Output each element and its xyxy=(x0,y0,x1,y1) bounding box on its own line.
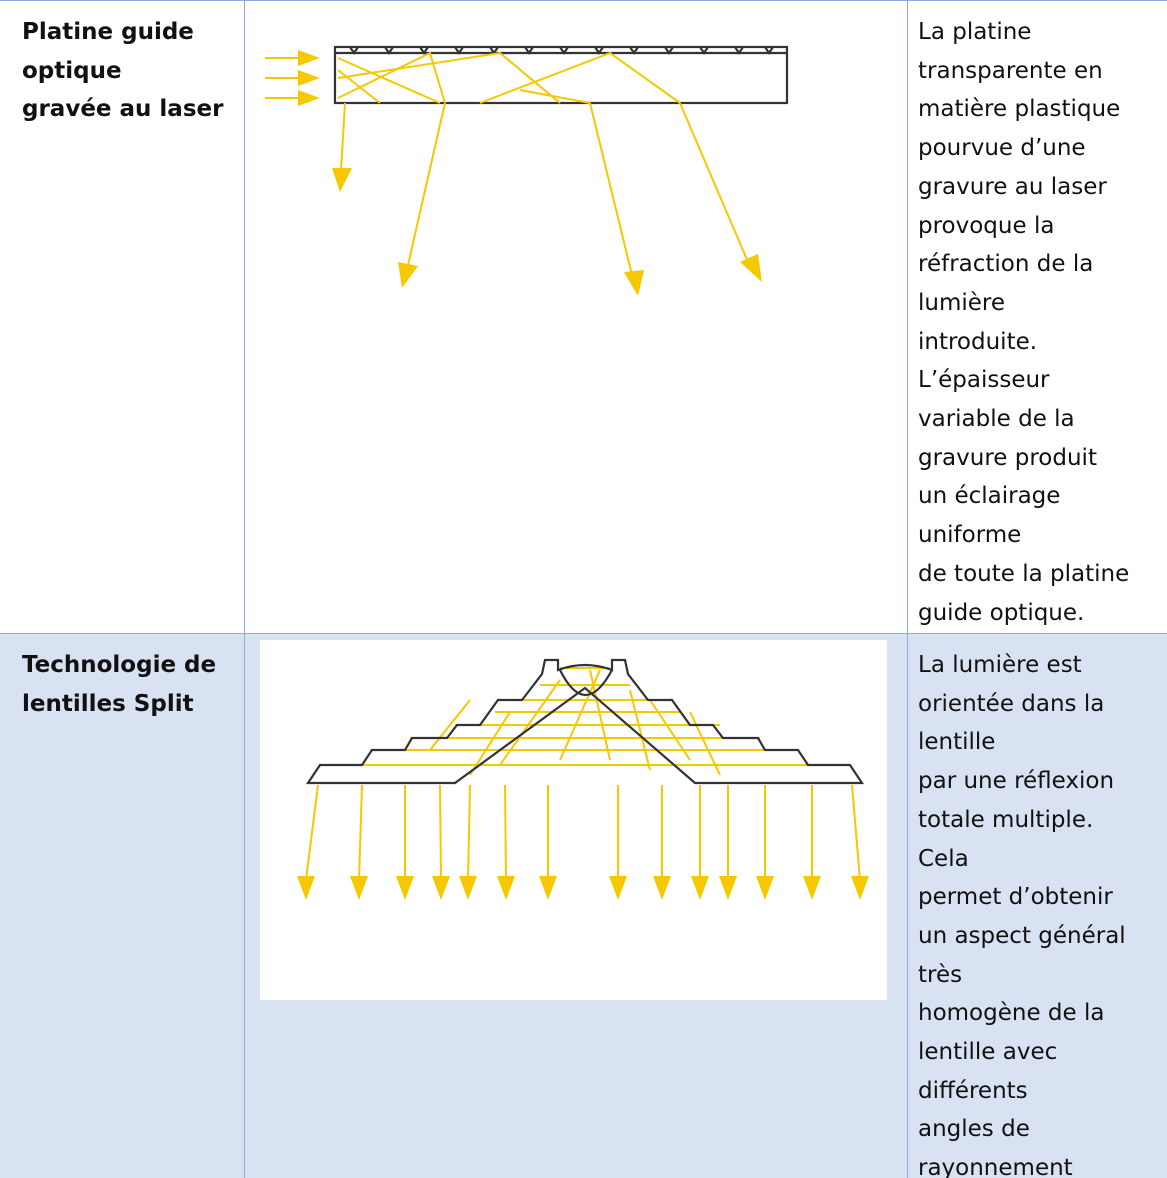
text-line: orientée dans la xyxy=(918,690,1105,717)
label-line: optique xyxy=(22,57,122,84)
label-cell: Platine guide optique gravée au laser xyxy=(0,0,245,634)
text-line: un éclairage xyxy=(918,483,1061,510)
text-line: pourvue d’une xyxy=(918,135,1086,162)
text-line: angles de xyxy=(918,1116,1030,1143)
text-line: uniforme xyxy=(918,522,1022,549)
text-cell: La platine transparente en matière plastiq… xyxy=(908,0,1167,634)
text-line: permet d’obtenir xyxy=(918,884,1113,911)
text-line: gravure au laser xyxy=(918,173,1107,200)
label-line: Technologie de xyxy=(22,652,217,678)
text-line: différents xyxy=(918,1077,1028,1104)
text-line: totale multiple. xyxy=(918,806,1094,833)
text-line: homogène de la xyxy=(918,1000,1105,1027)
text-line: La lumière est xyxy=(918,652,1082,678)
text-line: gravure produit xyxy=(918,444,1097,471)
text-line: La platine xyxy=(918,19,1032,45)
text-line: Cela xyxy=(918,845,969,872)
label-cell: Technologie de lentilles Split xyxy=(0,634,245,1178)
text-line: matière plastique xyxy=(918,96,1121,123)
row-text: La lumière est orientée dans la lentille pa… xyxy=(908,634,1167,1178)
text-line: par une réflexion xyxy=(918,768,1115,795)
row-text: La platine transparente en matière plastiq… xyxy=(908,1,1167,632)
row-label: Technologie de lentilles Split xyxy=(0,634,244,723)
text-line: guide optique. xyxy=(918,599,1085,626)
text-line: réfraction de la xyxy=(918,251,1094,278)
text-line: lumière xyxy=(918,289,1006,316)
label-line: lentilles Split xyxy=(22,690,194,717)
text-line: très xyxy=(918,961,963,988)
text-line: un aspect général xyxy=(918,922,1126,949)
row-label: Platine guide optique gravée au laser xyxy=(0,1,244,129)
text-line: L’épaisseur xyxy=(918,367,1050,394)
light-guide-diagram xyxy=(265,45,789,296)
text-line: rayonnement xyxy=(918,1155,1073,1178)
text-line: provoque la xyxy=(918,212,1055,239)
text-line: transparente en xyxy=(918,57,1103,84)
text-line: variable de la xyxy=(918,406,1075,433)
text-line: lentille xyxy=(918,729,996,756)
text-line: introduite. xyxy=(918,328,1038,355)
image-cell xyxy=(245,0,908,634)
split-lens-diagram xyxy=(260,640,887,1000)
label-line: Platine guide xyxy=(22,19,194,45)
text-cell: La lumière est orientée dans la lentille pa… xyxy=(908,634,1167,1178)
text-line: lentille avec xyxy=(918,1039,1058,1066)
label-line: gravée au laser xyxy=(22,96,224,123)
text-line: de toute la platine xyxy=(918,560,1130,587)
